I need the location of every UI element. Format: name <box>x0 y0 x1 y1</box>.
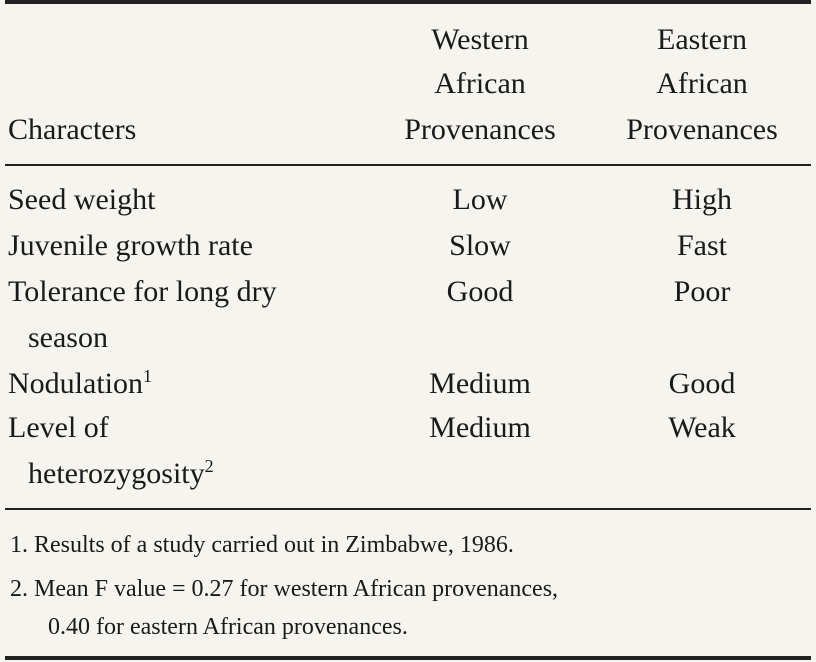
row-heterozygosity-character: Level of <box>8 411 109 444</box>
header-eastern-line2: African <box>656 67 748 100</box>
header-western-line1: Western <box>431 23 529 56</box>
header-eastern-line3: Provenances <box>626 113 778 146</box>
header-western-line3: Provenances <box>404 113 556 146</box>
row-nodulation-western: Medium <box>429 367 531 400</box>
header-characters: Characters <box>8 113 137 146</box>
row-juvenile-growth-western: Slow <box>449 229 511 262</box>
row-tolerance-eastern: Poor <box>673 275 731 308</box>
bottom-rule <box>5 656 811 660</box>
row-heterozygosity-western: Medium <box>429 411 531 444</box>
row-heterozygosity-character-cont: heterozygosity2 <box>28 456 214 492</box>
row-nodulation-label: Nodulation <box>8 367 143 400</box>
header-rule <box>5 164 811 166</box>
row-heterozygosity-label: heterozygosity <box>28 457 205 490</box>
row-nodulation-character: Nodulation1 <box>8 366 152 402</box>
row-juvenile-growth-eastern: Fast <box>676 229 727 262</box>
row-seed-weight-western: Low <box>452 183 508 216</box>
row-nodulation-eastern: Good <box>668 367 736 400</box>
top-rule <box>5 0 811 4</box>
row-heterozygosity-eastern: Weak <box>668 411 736 444</box>
footnote-marker-2: 2 <box>204 456 214 476</box>
row-tolerance-western: Good <box>446 275 514 308</box>
row-seed-weight-eastern: High <box>672 183 732 216</box>
row-seed-weight-character: Seed weight <box>8 183 156 216</box>
row-juvenile-growth-character: Juvenile growth rate <box>8 229 253 262</box>
footnote-1: 1. Results of a study carried out in Zim… <box>10 532 514 558</box>
row-tolerance-character-cont: season <box>28 321 108 354</box>
footnote-rule <box>5 508 811 510</box>
footnote-marker-1: 1 <box>143 366 152 386</box>
footnote-2-cont: 0.40 for eastern African provenances. <box>48 614 408 640</box>
footnote-2: 2. Mean F value = 0.27 for western Afric… <box>10 576 559 602</box>
header-western-line2: African <box>434 67 526 100</box>
header-eastern-line1: Eastern <box>657 23 747 56</box>
row-tolerance-character: Tolerance for long dry <box>8 275 277 308</box>
